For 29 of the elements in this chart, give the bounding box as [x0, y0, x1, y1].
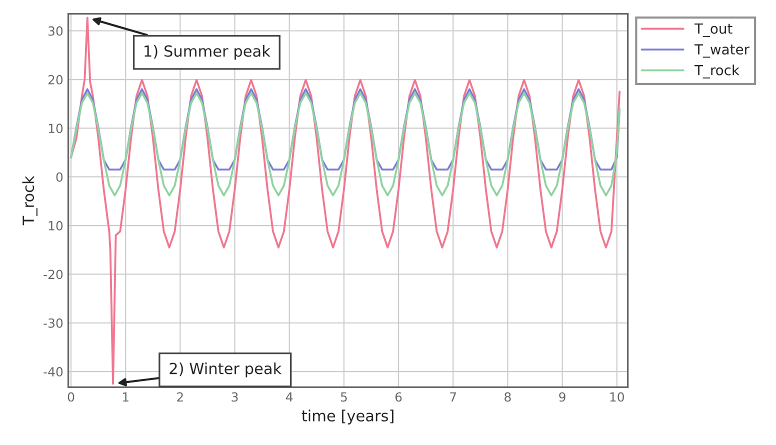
y-tick-label: -20: [44, 270, 63, 280]
x-tick-label: 0: [68, 392, 74, 402]
legend-label: T_rock: [694, 64, 740, 78]
x-tick-label: 7: [450, 392, 456, 402]
y-tick-label: 0: [56, 172, 63, 182]
legend-label: T_water: [694, 44, 750, 58]
y-tick-label: -40: [44, 367, 63, 376]
line-series: [70, 92, 621, 196]
x-tick-label: 3: [232, 392, 238, 402]
y-tick-label: 10: [48, 221, 63, 230]
line-series: [70, 16, 621, 385]
x-tick-label: 6: [395, 392, 402, 402]
legend-label: T_out: [694, 24, 732, 37]
y-axis-title: T_rock: [22, 176, 38, 226]
x-tick-label: 9: [559, 392, 566, 402]
x-tick-label: 5: [340, 392, 347, 402]
x-tick-label: 10: [610, 392, 624, 402]
y-tick-label: 30: [48, 26, 63, 36]
x-tick-label: 8: [504, 392, 511, 402]
line-series: [70, 88, 621, 171]
y-tick-label: 10: [48, 124, 63, 134]
annotation: 1) Summer peak: [144, 45, 270, 60]
y-tick-label: -30: [44, 318, 63, 328]
x-tick-label: 2: [177, 392, 183, 402]
x-axis-title: time [years]: [302, 410, 394, 424]
y-tick-label: 20: [48, 74, 63, 84]
annotation: 2) Winter peak: [170, 362, 282, 378]
x-tick-label: 4: [286, 392, 293, 402]
x-tick-label: 1: [123, 392, 128, 402]
